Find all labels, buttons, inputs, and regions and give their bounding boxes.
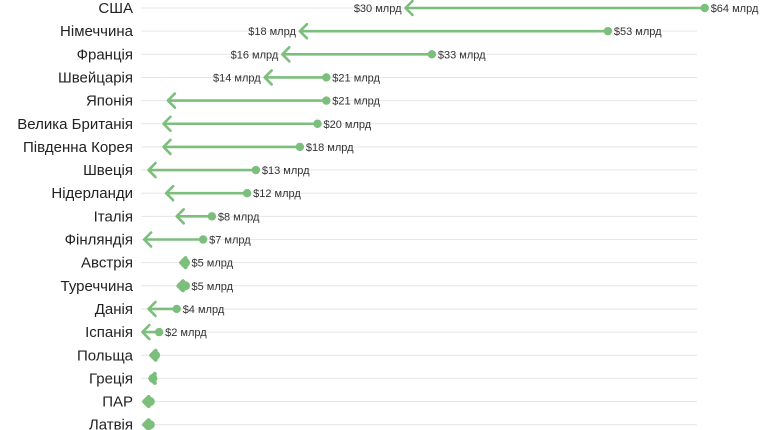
value-labels: $64 млрд $30 млрд $53 млрд $18 млрд $33 млрд…	[165, 3, 759, 339]
start-dot	[322, 73, 331, 82]
start-dot	[198, 235, 208, 244]
start-value-label: $7 млрд	[209, 235, 251, 247]
arrow-marks	[141, 0, 709, 430]
arrow-head	[280, 45, 291, 63]
start-dot	[700, 3, 709, 13]
start-value-label: $8 млрд	[218, 211, 260, 223]
arrow-head	[404, 0, 414, 17]
start-dot	[207, 212, 217, 221]
start-dot	[251, 165, 261, 175]
country-label: Іспанія	[85, 324, 133, 341]
end-value-label: $18 млрд	[248, 26, 296, 38]
start-dot	[322, 96, 331, 105]
country-label: Італія	[94, 208, 133, 225]
country-label: США	[98, 0, 133, 17]
start-value-label: $21 млрд	[332, 72, 380, 84]
start-dot	[603, 26, 613, 36]
start-value-label: $64 млрд	[711, 3, 759, 15]
start-value-label: $5 млрд	[192, 258, 234, 270]
country-label: Фінляндія	[65, 232, 133, 249]
start-value-label: $18 млрд	[306, 142, 354, 154]
start-dot	[145, 397, 155, 407]
arrow-head	[141, 323, 151, 341]
arrow-head	[166, 92, 177, 109]
start-value-label: $21 млрд	[332, 96, 380, 108]
country-label: Франція	[77, 46, 133, 63]
arrow-head	[263, 69, 274, 86]
arrow-head	[162, 115, 172, 133]
start-dot	[242, 189, 252, 198]
arrow-head	[175, 208, 185, 225]
country-label: Швейцарія	[58, 69, 133, 86]
start-dot	[154, 327, 164, 337]
end-value-label: $30 млрд	[354, 3, 402, 15]
start-dot	[172, 304, 181, 314]
arrow-head	[142, 231, 153, 248]
country-label: Туреччина	[61, 278, 134, 295]
country-label: Польща	[77, 347, 134, 364]
country-label: ПАР	[102, 394, 133, 411]
country-label: Греція	[89, 370, 133, 387]
start-value-label: $5 млрд	[192, 281, 234, 293]
country-label: Японія	[86, 93, 133, 110]
start-value-label: $33 млрд	[438, 49, 486, 61]
arrow-head	[162, 138, 172, 156]
country-label: Німеччина	[60, 23, 134, 40]
end-value-label: $16 млрд	[231, 49, 279, 61]
country-label: Данія	[95, 301, 133, 318]
country-label: Велика Британія	[17, 116, 133, 133]
country-label: Нідерланди	[51, 185, 133, 202]
start-value-label: $20 млрд	[324, 119, 372, 131]
start-dot	[151, 350, 161, 360]
start-dot	[427, 50, 437, 59]
start-value-label: $4 млрд	[183, 304, 225, 316]
start-dot	[145, 420, 155, 430]
arrow-head	[147, 161, 157, 179]
start-dot	[181, 281, 190, 291]
country-label: Швеція	[83, 162, 133, 179]
start-value-label: $2 млрд	[165, 327, 207, 339]
start-value-label: $13 млрд	[262, 165, 310, 177]
start-dot	[181, 258, 190, 268]
country-label: Південна Корея	[23, 139, 133, 156]
start-value-label: $12 млрд	[253, 188, 301, 200]
arrow-head	[164, 184, 175, 202]
country-labels: США Німеччина Франція Швейцарія Японія Велика…	[17, 0, 133, 430]
country-label: Австрія	[81, 255, 133, 272]
start-value-label: $53 млрд	[614, 26, 662, 38]
country-label: Латвія	[89, 417, 133, 430]
start-dot	[313, 119, 322, 128]
start-dot	[295, 142, 305, 152]
arrow-head	[298, 22, 309, 40]
arrow-head	[147, 300, 157, 318]
start-dot	[148, 373, 158, 383]
arrow-head	[176, 279, 185, 293]
end-value-label: $14 млрд	[213, 72, 261, 84]
